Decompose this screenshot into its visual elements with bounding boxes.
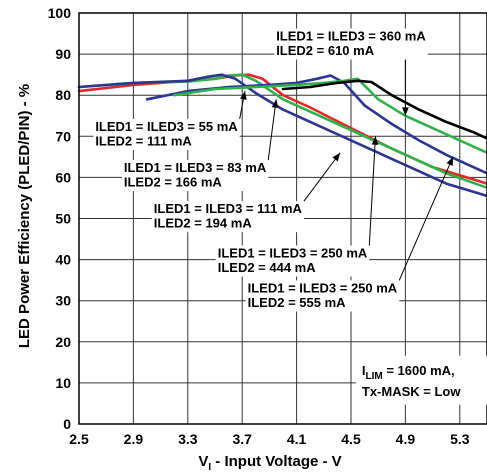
y-tick-label: 30 <box>55 293 71 309</box>
annotation-label: ILED1 = ILED3 = 55 mA <box>95 119 238 134</box>
x-axis-title-main: V <box>198 453 208 470</box>
leader-line <box>303 152 341 202</box>
annotation-label: ILED1 = ILED3 = 250 mA <box>248 280 398 295</box>
annotation-label: ILED1 = ILED3 = 111 mA <box>154 201 303 216</box>
y-tick-label: 80 <box>55 87 71 103</box>
x-axis-title-rest: - Input Voltage - V <box>211 453 342 470</box>
annotation-label: ILED1 = ILED3 = 250 mA <box>218 246 368 261</box>
annotation-background <box>93 118 240 150</box>
annotation-label: ILED2 = 194 mA <box>154 216 253 231</box>
leader-lines <box>239 59 454 281</box>
annotation-label: ILED2 = 555 mA <box>248 295 347 310</box>
x-tick-label: 5.3 <box>450 431 470 447</box>
arrowhead <box>271 99 279 109</box>
y-tick-label: 70 <box>55 128 71 144</box>
note-symbol: I <box>362 363 366 378</box>
x-tick-label: 3.7 <box>232 431 252 447</box>
series-line <box>145 74 487 175</box>
x-tick-label: 2.5 <box>69 431 89 447</box>
annotation-background <box>215 245 370 277</box>
x-axis-title: VI - Input Voltage - V <box>198 453 341 471</box>
arrowhead <box>240 91 247 100</box>
leader-line <box>267 99 277 161</box>
annotation-label: ILED1 = ILED3 = 360 mA <box>276 29 426 44</box>
y-tick-label: 60 <box>55 169 71 185</box>
y-tick-label: 90 <box>55 46 71 62</box>
series-line <box>281 79 487 140</box>
note-subscript: LIM <box>366 371 383 382</box>
arrowhead <box>332 152 341 162</box>
note-line-1: ILIM = 1600 mA, <box>362 363 455 382</box>
y-axis-title: LED Power Efficiency (PLED/PIN) - % <box>16 84 33 348</box>
y-tick-label: 100 <box>48 5 72 21</box>
series-group <box>77 73 487 198</box>
annotation-label: ILED1 = ILED3 = 83 mA <box>124 160 267 175</box>
y-tick-label: 20 <box>55 334 71 350</box>
y-tick-label: 0 <box>63 416 71 432</box>
leader-line <box>368 136 376 246</box>
arrowhead <box>446 156 453 166</box>
plot-border <box>78 12 487 425</box>
x-tick-label: 3.3 <box>178 431 198 447</box>
x-tick-label: 2.9 <box>124 431 144 447</box>
annotation-label: ILED2 = 166 mA <box>124 175 223 190</box>
annotation-background <box>274 28 428 60</box>
plot-frame <box>78 12 487 425</box>
leader-line <box>398 156 454 281</box>
x-tick-label: 4.1 <box>287 431 307 447</box>
annotation-background <box>121 160 269 192</box>
note-background <box>355 355 487 405</box>
x-tick-label: 4.9 <box>396 431 416 447</box>
arrowhead <box>402 107 409 116</box>
annotation-background <box>245 280 400 312</box>
series-line <box>77 73 487 198</box>
annotation-label: ILED2 = 111 mA <box>95 133 192 148</box>
x-tick-label: 4.5 <box>341 431 361 447</box>
note-line-2: Tx-MASK = Low <box>362 384 461 399</box>
y-tick-label: 50 <box>55 211 71 227</box>
tick-labels: 0 10 20 30 40 50 60 70 80 90 100 2.5 2.9 3.3 3.7 4.1 4.5… <box>48 5 470 447</box>
annotation-label: ILED2 = 444 mA <box>218 260 317 275</box>
y-tick-label: 40 <box>55 252 71 268</box>
annotation-label: ILED2 = 610 mA <box>276 43 375 58</box>
series-line <box>172 77 487 154</box>
note-text: = 1600 mA, <box>383 363 455 378</box>
y-tick-label: 10 <box>55 375 71 391</box>
x-axis-title-subscript: I <box>208 462 211 471</box>
arrowhead <box>371 136 379 145</box>
annotation-background <box>151 201 304 233</box>
